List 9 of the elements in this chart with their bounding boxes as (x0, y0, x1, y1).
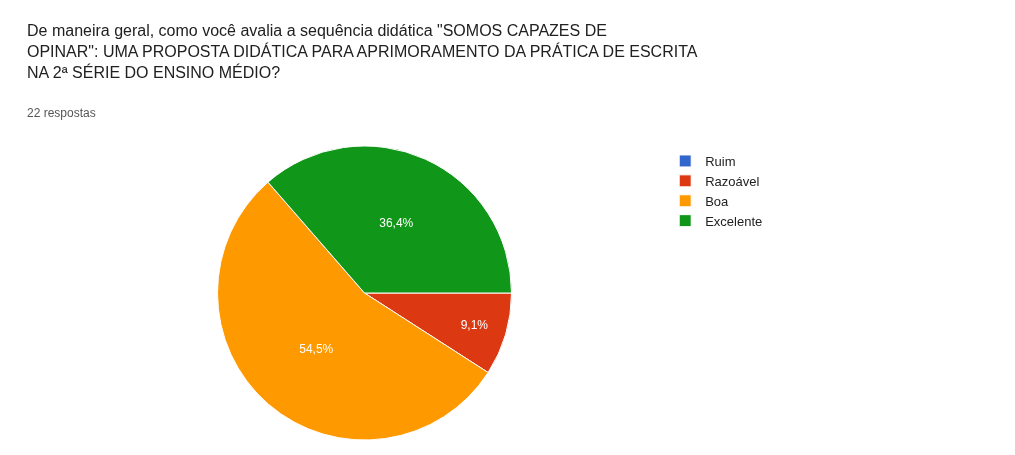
chart-title: De maneira geral, como você avalia a sequência didática "SOMOS CAPAZES DE OPINAR": UMA PROPOSTA DIDÁTICA PARA APRIMORAMENTO DA PRÁTICA DE ESCRITA NA 2ª SÉRIE DO ENSINO MÉDIO? (27, 22, 698, 81)
data-label: 9,1% (460, 318, 489, 333)
legend-label: Ruim (705, 154, 736, 170)
legend-label: Excelente (705, 213, 763, 229)
text: 22 respostas (27, 106, 96, 120)
data-label: 36,4% (379, 215, 414, 230)
legend-label: Boa (705, 193, 730, 209)
data-label: 54,5% (299, 341, 334, 356)
legend-label: Razoável (705, 173, 760, 189)
